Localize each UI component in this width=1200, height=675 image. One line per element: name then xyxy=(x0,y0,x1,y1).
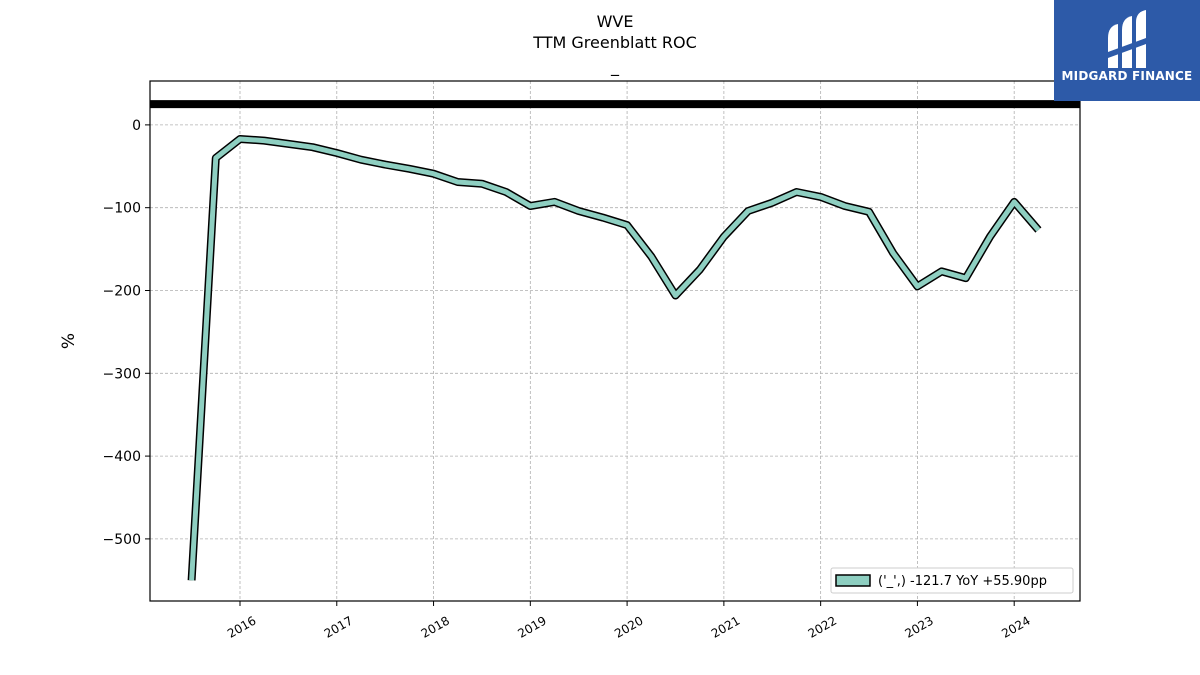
y-tick-label: −300 xyxy=(103,366,141,382)
x-tick-label: 2023 xyxy=(902,613,935,640)
x-tick-label: 2021 xyxy=(709,613,742,640)
chart-title: WVE xyxy=(597,12,634,31)
x-tick-label: 2019 xyxy=(515,613,548,640)
legend-swatch xyxy=(836,575,870,586)
y-tick-label: −400 xyxy=(103,449,141,465)
x-tick-label: 2018 xyxy=(419,613,452,640)
logo-mark-icon xyxy=(1102,8,1152,70)
logo-text: MIDGARD FINANCE xyxy=(1054,69,1200,83)
chart-subtitle-secondary: _ xyxy=(610,57,620,77)
y-tick-label: 0 xyxy=(132,118,141,134)
y-axis-label: % xyxy=(59,333,79,349)
legend: ('_',) -121.7 YoY +55.90pp xyxy=(831,568,1073,593)
x-tick-label: 2024 xyxy=(999,613,1032,640)
grid xyxy=(150,81,1080,601)
series-line-outline xyxy=(192,139,1039,580)
series-line xyxy=(192,139,1039,580)
plot-frame xyxy=(150,81,1080,601)
x-tick-label: 2022 xyxy=(806,613,839,640)
y-tick-label: −500 xyxy=(103,532,141,548)
axes: 0 −100 −200 −300 −400 −500 2016 2017 2018 2019 202… xyxy=(103,81,1080,641)
chart-subtitle: TTM Greenblatt ROC xyxy=(532,33,697,52)
legend-entry: ('_',) -121.7 YoY +55.90pp xyxy=(878,574,1047,589)
x-tick-label: 2016 xyxy=(225,613,258,640)
y-tick-label: −200 xyxy=(103,283,141,299)
x-tick-label: 2020 xyxy=(612,613,645,640)
x-tick-label: 2017 xyxy=(322,613,355,640)
y-tick-label: −100 xyxy=(103,201,141,217)
brand-logo: MIDGARD FINANCE xyxy=(1054,0,1200,101)
series-layer xyxy=(192,139,1039,580)
